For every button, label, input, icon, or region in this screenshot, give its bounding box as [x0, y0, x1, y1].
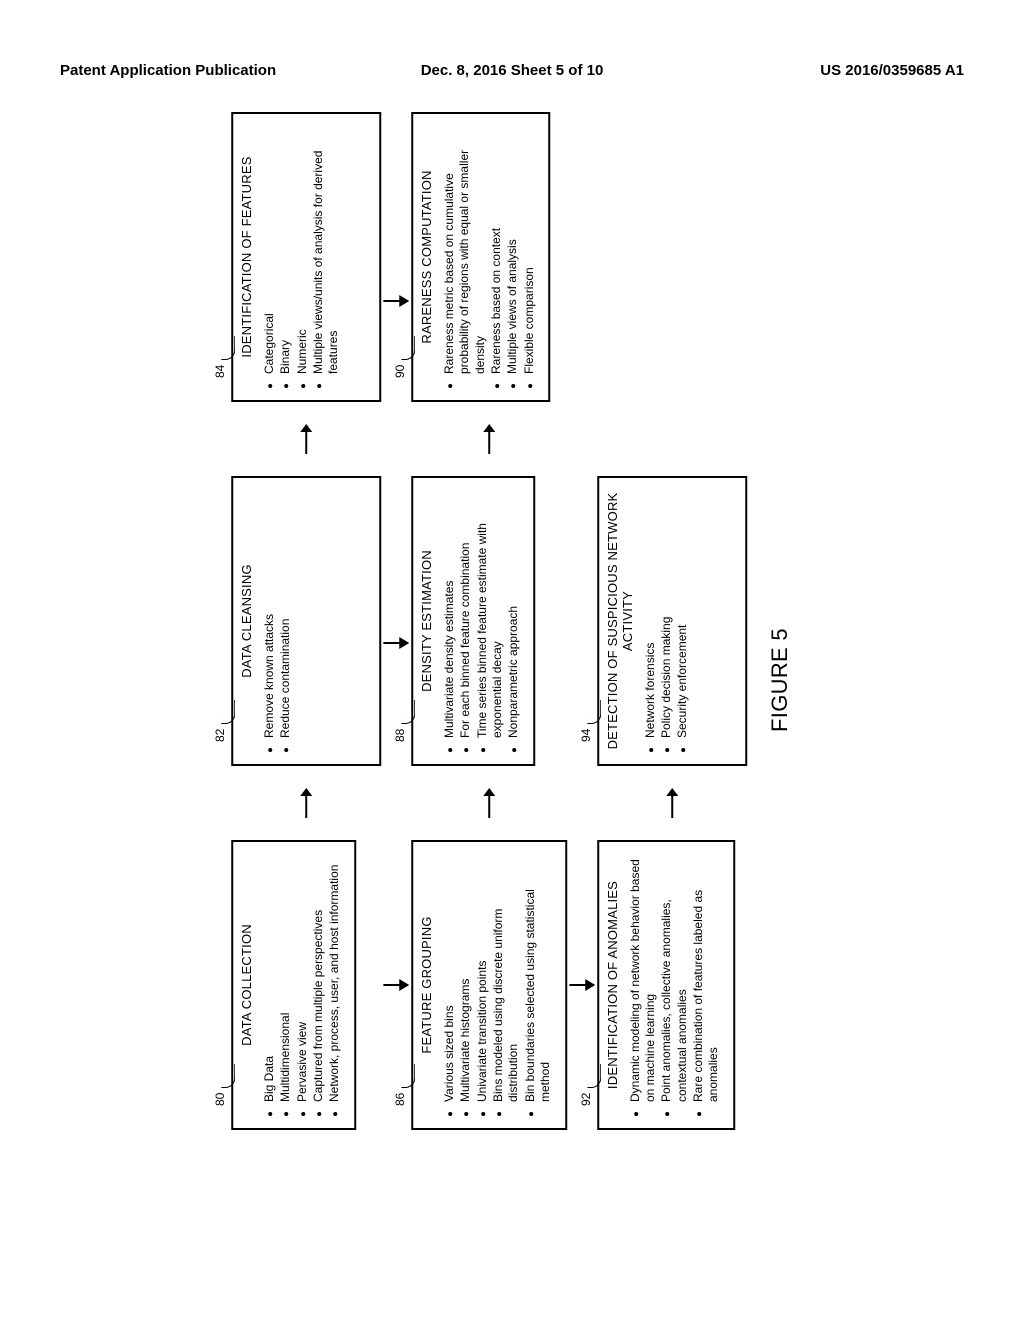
item-list: Dynamic modeling of network behavior bas…	[628, 852, 722, 1118]
ref-num-86: 86	[393, 1093, 407, 1106]
box-rareness-computation: RARENESS COMPUTATION Rareness metric bas…	[411, 112, 550, 402]
item-list: Network forensics Policy decision making…	[643, 488, 691, 754]
row-1: 80 DATA COLLECTION Big Data Multidimensi…	[231, 230, 381, 1130]
box-86-wrap: 86 FEATURE GROUPING Various sized bins M…	[411, 840, 567, 1130]
box-title: DATA CLEANSING	[233, 478, 258, 764]
list-item: Network, process, user, and host informa…	[328, 852, 343, 1102]
item-list: Multivariate density estimates For each …	[442, 488, 522, 754]
row-2: 86 FEATURE GROUPING Various sized bins M…	[411, 230, 567, 1130]
box-body: Big Data Multidimensional Pervasive view…	[258, 842, 354, 1128]
list-item: Bins modeled using discrete uniform dist…	[491, 852, 522, 1102]
list-item: Categorical	[262, 124, 277, 374]
list-item: Multiple views/units of analysis for der…	[311, 124, 342, 374]
leader-94	[587, 700, 601, 724]
flow-rows: 80 DATA COLLECTION Big Data Multidimensi…	[231, 230, 747, 1130]
box-identification-anomalies: IDENTIFICATION OF ANOMALIES Dynamic mode…	[597, 840, 735, 1130]
ref-num-88: 88	[393, 729, 407, 742]
item-list: Remove known attacks Reduce contaminatio…	[262, 488, 294, 754]
box-body: Rareness metric based on cumulative prob…	[438, 114, 548, 400]
box-body: Dynamic modeling of network behavior bas…	[624, 842, 733, 1128]
arrow-right-icon	[664, 788, 680, 818]
list-item: Point anomalies, collective anomalies, c…	[659, 852, 690, 1102]
box-identification-features: IDENTIFICATION OF FEATURES Categorical B…	[231, 112, 381, 402]
list-item: Dynamic modeling of network behavior bas…	[628, 852, 659, 1102]
box-feature-grouping: FEATURE GROUPING Various sized bins Mult…	[411, 840, 567, 1130]
box-body: Remove known attacks Reduce contaminatio…	[258, 478, 305, 764]
box-88-wrap: 88 DENSITY ESTIMATION Multivariate densi…	[411, 476, 535, 766]
arrow-right-icon	[298, 424, 314, 454]
box-title: IDENTIFICATION OF FEATURES	[233, 114, 258, 400]
box-90-wrap: 90 RARENESS COMPUTATION Rareness metric …	[411, 112, 550, 402]
arrow-right-icon	[481, 424, 497, 454]
box-body: Various sized bins Multivariate histogra…	[438, 842, 565, 1128]
box-92-wrap: 92 IDENTIFICATION OF ANOMALIES Dynamic m…	[597, 840, 735, 1130]
list-item: Captured from multiple perspectives	[311, 852, 326, 1102]
box-body: Categorical Binary Numeric Multiple view…	[258, 114, 353, 400]
list-item: Big Data	[262, 852, 277, 1102]
box-title: RARENESS COMPUTATION	[413, 114, 438, 400]
item-list: Categorical Binary Numeric Multiple view…	[262, 124, 342, 390]
box-title: DENSITY ESTIMATION	[413, 478, 438, 764]
list-item: Multidimensional	[279, 852, 294, 1102]
list-item: Pervasive view	[295, 852, 310, 1102]
box-data-cleansing: DATA CLEANSING Remove known attacks Redu…	[231, 476, 381, 766]
header-right: US 2016/0359685 A1	[820, 62, 964, 79]
box-title: FEATURE GROUPING	[413, 842, 438, 1128]
list-item: Multivariate density estimates	[442, 488, 457, 738]
list-item: Rare combination of features labeled as …	[691, 852, 722, 1102]
down-arrow-icon	[569, 230, 595, 1130]
box-title: DETECTION OF SUSPICIOUS NETWORK ACTIVITY	[599, 478, 639, 764]
list-item: Time series binned feature estimate with…	[475, 488, 506, 738]
header-center: Dec. 8, 2016 Sheet 5 of 10	[421, 62, 604, 79]
list-item: Flexible comparison	[522, 124, 537, 374]
connector-row-2	[569, 230, 595, 1130]
ref-num-80: 80	[213, 1093, 227, 1106]
page-header: Patent Application Publication Dec. 8, 2…	[60, 62, 964, 79]
list-item: Network forensics	[643, 488, 658, 738]
header-left: Patent Application Publication	[60, 62, 276, 79]
box-detection-suspicious: DETECTION OF SUSPICIOUS NETWORK ACTIVITY…	[597, 476, 747, 766]
list-item: Multivariate histograms	[459, 852, 474, 1102]
arrow-right-icon	[481, 788, 497, 818]
list-item: Univariate transition points	[475, 852, 490, 1102]
list-item: Nonparametric approach	[507, 488, 522, 738]
list-item: For each binned feature combination	[459, 488, 474, 738]
list-item: Numeric	[295, 124, 310, 374]
box-title: DATA COLLECTION	[233, 842, 258, 1128]
box-80-wrap: 80 DATA COLLECTION Big Data Multidimensi…	[231, 840, 356, 1130]
box-94-wrap: 94 DETECTION OF SUSPICIOUS NETWORK ACTIV…	[597, 476, 747, 766]
list-item: Various sized bins	[442, 852, 457, 1102]
box-84-wrap: 84 IDENTIFICATION OF FEATURES Categorica…	[231, 112, 381, 402]
ref-num-82: 82	[213, 729, 227, 742]
figure-label: FIGURE 5	[767, 230, 793, 1130]
leader-92	[587, 1064, 601, 1088]
list-item: Binary	[279, 124, 294, 374]
box-title: IDENTIFICATION OF ANOMALIES	[599, 842, 624, 1128]
list-item: Multiple views of analysis	[506, 124, 521, 374]
box-82-wrap: 82 DATA CLEANSING Remove known attacks R…	[231, 476, 381, 766]
item-list: Various sized bins Multivariate histogra…	[442, 852, 554, 1118]
list-item: Remove known attacks	[262, 488, 277, 738]
row-3: 92 IDENTIFICATION OF ANOMALIES Dynamic m…	[597, 230, 747, 1130]
list-item: Reduce contamination	[279, 488, 294, 738]
box-body: Multivariate density estimates For each …	[438, 478, 533, 764]
list-item: Security enforcement	[675, 488, 690, 738]
ref-num-94: 94	[579, 729, 593, 742]
list-item: Bin boundaries selected using statistica…	[523, 852, 554, 1102]
ref-num-92: 92	[579, 1093, 593, 1106]
figure-5-diagram: 80 DATA COLLECTION Big Data Multidimensi…	[231, 230, 793, 1130]
box-data-collection: DATA COLLECTION Big Data Multidimensiona…	[231, 840, 356, 1130]
item-list: Rareness metric based on cumulative prob…	[442, 124, 537, 390]
list-item: Policy decision making	[659, 488, 674, 738]
box-density-estimation: DENSITY ESTIMATION Multivariate density …	[411, 476, 535, 766]
list-item: Rareness based on context	[489, 124, 504, 374]
arrow-right-icon	[298, 788, 314, 818]
box-body: Network forensics Policy decision making…	[639, 478, 702, 764]
ref-num-90: 90	[393, 365, 407, 378]
list-item: Rareness metric based on cumulative prob…	[442, 124, 488, 374]
item-list: Big Data Multidimensional Pervasive view…	[262, 852, 343, 1118]
ref-num-84: 84	[213, 365, 227, 378]
